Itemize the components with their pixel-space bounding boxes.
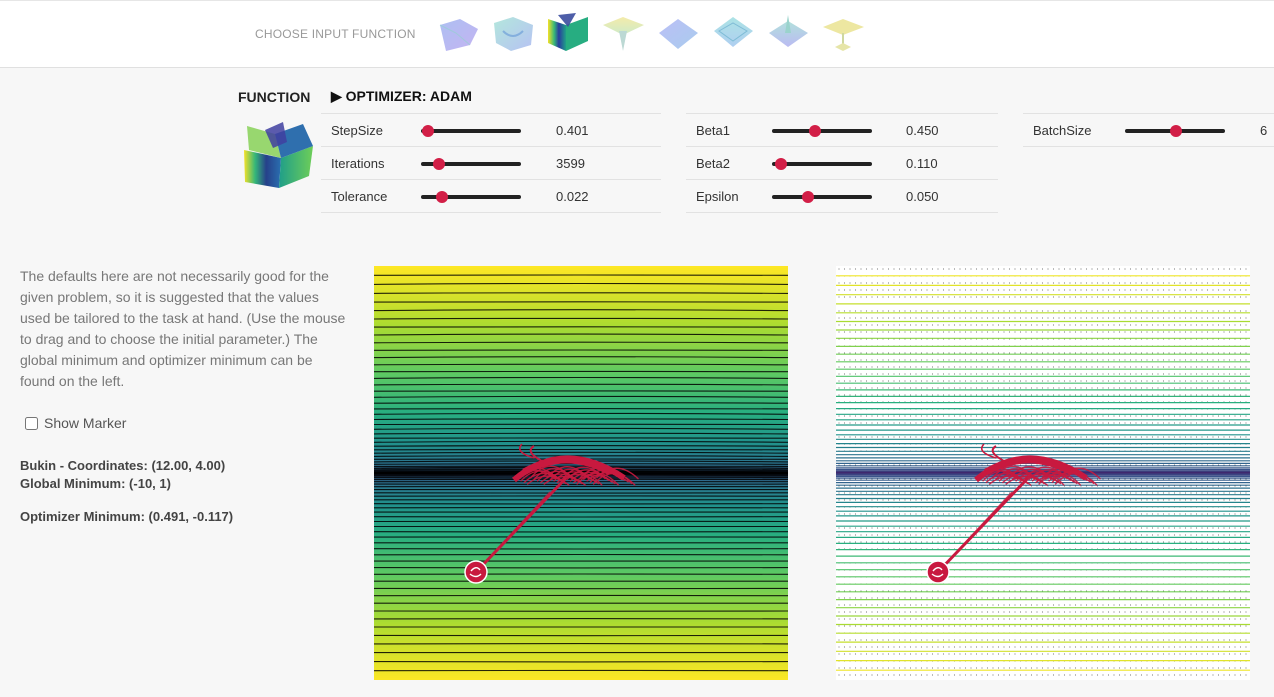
global-minimum: Global Minimum: (-10, 1) (20, 476, 171, 491)
param-value: 0.401 (556, 123, 589, 138)
param-label: Iterations (331, 156, 385, 171)
contour-plot-lines[interactable] (836, 266, 1250, 680)
function-thumb-4[interactable] (601, 11, 646, 56)
param-value: 3599 (556, 156, 585, 171)
param-label: StepSize (331, 123, 384, 138)
slider-thumb[interactable] (422, 125, 434, 137)
batchsize-slider[interactable] (1125, 125, 1225, 137)
start-point-handle[interactable] (926, 560, 950, 584)
contour-fill (374, 266, 788, 680)
beta1-slider[interactable] (772, 125, 872, 137)
param-row-beta2: Beta2 0.110 (686, 147, 998, 180)
slider-thumb[interactable] (1170, 125, 1182, 137)
slider-thumb[interactable] (809, 125, 821, 137)
param-group-2: Beta1 0.450 Beta2 0.110 Epsilon 0.050 (686, 113, 998, 213)
slider-thumb[interactable] (775, 158, 787, 170)
param-label: Tolerance (331, 189, 388, 204)
function-thumb-5[interactable] (656, 11, 701, 56)
param-value: 6 (1260, 123, 1268, 138)
param-label: Beta2 (696, 156, 730, 171)
beta2-slider[interactable] (772, 158, 872, 170)
param-row-beta1: Beta1 0.450 (686, 113, 998, 147)
description-text: The defaults here are not necessarily go… (20, 268, 346, 389)
optimizer-path (464, 443, 639, 584)
function-thumbnails (436, 11, 866, 56)
selected-function-icon (244, 122, 313, 188)
function-thumb-7[interactable] (766, 11, 811, 56)
param-value: 0.110 (906, 156, 938, 171)
slider-thumb[interactable] (436, 191, 448, 203)
param-row-stepsize: StepSize 0.401 (321, 113, 661, 147)
show-marker-toggle[interactable]: Show Marker (25, 415, 126, 431)
param-label: Epsilon (696, 189, 739, 204)
contour-plot-filled[interactable] (374, 266, 788, 680)
param-group-3: BatchSize 6 (1023, 113, 1274, 147)
param-label: Beta1 (696, 123, 730, 138)
function-thumb-2[interactable] (491, 11, 536, 56)
epsilon-slider[interactable] (772, 191, 872, 203)
function-chooser-bar: CHOOSE INPUT FUNCTION (0, 0, 1274, 68)
param-row-iterations: Iterations 3599 (321, 147, 661, 180)
optimizer-minimum: Optimizer Minimum: (0.491, -0.117) (20, 509, 234, 524)
show-marker-label: Show Marker (44, 415, 127, 431)
function-thumb-8[interactable] (821, 11, 866, 56)
param-row-tolerance: Tolerance 0.022 (321, 180, 661, 213)
optimizer-path (926, 443, 1101, 584)
function-thumb-6[interactable] (711, 11, 756, 56)
stepsize-slider[interactable] (421, 125, 521, 137)
slider-thumb[interactable] (433, 158, 445, 170)
param-value: 0.022 (556, 189, 589, 204)
param-row-batchsize: BatchSize 6 (1023, 113, 1274, 147)
optimizer-toggle[interactable]: ▶ OPTIMIZER: ADAM (331, 88, 472, 104)
choose-function-label: CHOOSE INPUT FUNCTION (255, 27, 416, 41)
param-label: BatchSize (1033, 123, 1092, 138)
tolerance-slider[interactable] (421, 191, 521, 203)
iterations-slider[interactable] (421, 158, 521, 170)
param-group-1: StepSize 0.401 Iterations 3599 Tolerance… (321, 113, 661, 213)
function-thumb-3[interactable] (546, 11, 591, 56)
param-value: 0.450 (906, 123, 939, 138)
show-marker-checkbox[interactable] (25, 416, 38, 430)
param-value: 0.050 (906, 189, 939, 204)
param-row-epsilon: Epsilon 0.050 (686, 180, 998, 213)
slider-thumb[interactable] (802, 191, 814, 203)
function-coordinates: Bukin - Coordinates: (12.00, 4.00) (20, 458, 226, 473)
start-point-handle[interactable] (464, 560, 488, 584)
function-heading: FUNCTION (238, 89, 311, 105)
function-thumb-1[interactable] (436, 11, 481, 56)
